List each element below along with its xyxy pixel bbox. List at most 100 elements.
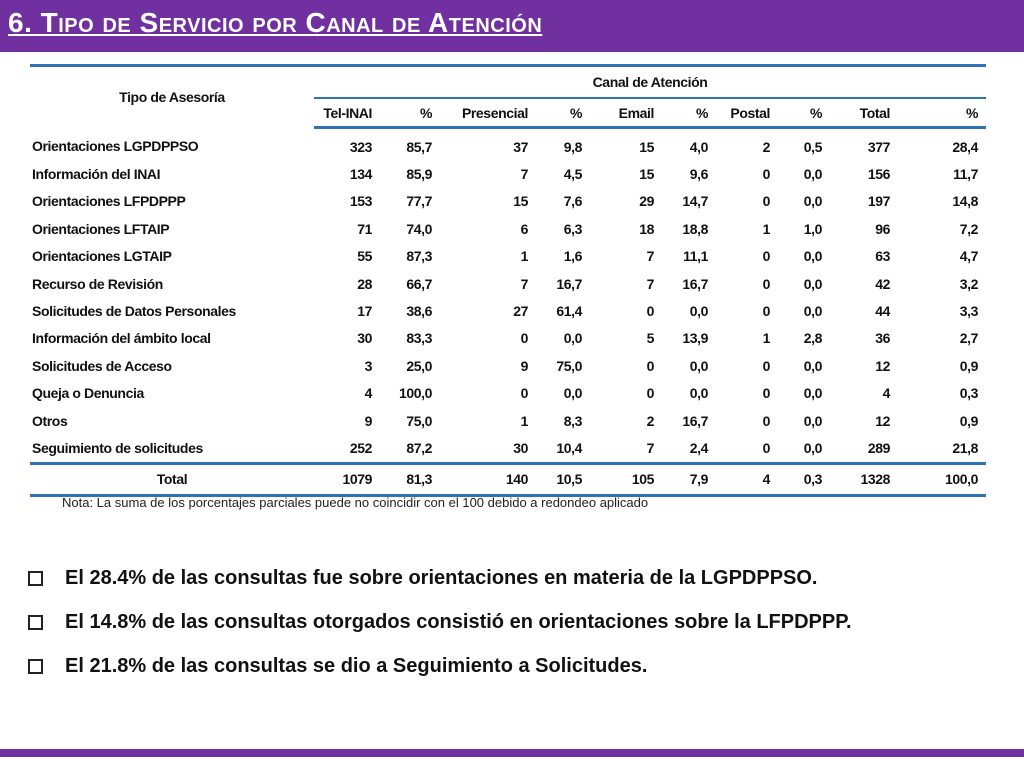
table-row: Orientaciones LFPDPPP 153 77,7 15 7,6 29 14,7 0… bbox=[30, 188, 986, 215]
table-cell: 7 bbox=[646, 439, 655, 456]
table-cell: 18,8 bbox=[682, 220, 708, 237]
table-cell: 4 bbox=[882, 385, 891, 402]
row-label: Solicitudes de Acceso bbox=[32, 357, 172, 374]
table-cell: 7,2 bbox=[959, 220, 979, 237]
total-cell: 7,9 bbox=[662, 461, 716, 497]
table-row: Información del ámbito local 30 83,3 0 0,0 5 1… bbox=[30, 325, 986, 352]
table-cell: 0 bbox=[520, 330, 529, 347]
table-cell: 16,7 bbox=[682, 275, 708, 292]
table-cell: 9,8 bbox=[563, 138, 583, 155]
table-cell: 0,0 bbox=[803, 275, 823, 292]
table-cell: 0,3 bbox=[959, 385, 979, 402]
table-cell: 83,3 bbox=[406, 330, 432, 347]
table-cell: 1,6 bbox=[563, 248, 583, 265]
table-cell: 2,4 bbox=[689, 439, 709, 456]
column-header: % bbox=[380, 98, 440, 129]
table-cell: 134 bbox=[349, 166, 373, 183]
table-cell: 61,4 bbox=[556, 303, 582, 320]
table-cell: 1 bbox=[520, 412, 529, 429]
table-footnote: Nota: La suma de los porcentajes parcial… bbox=[62, 495, 649, 510]
table-cell: 0 bbox=[646, 303, 655, 320]
total-row: Total 1079 81,3 140 10,5 105 7,9 4 0,3 1328 100,0 bbox=[30, 461, 986, 497]
table-row: Solicitudes de Acceso 3 25,0 9 75,0 0 0,0 0 0,0 1… bbox=[30, 352, 986, 379]
table-cell: 30 bbox=[513, 439, 528, 456]
table-cell: 1 bbox=[762, 220, 771, 237]
table-cell: 2,7 bbox=[959, 330, 979, 347]
table-cell: 30 bbox=[357, 330, 372, 347]
table-cell: 2 bbox=[762, 138, 771, 155]
total-cell: 105 bbox=[590, 461, 662, 497]
checkbox-bullet-icon bbox=[28, 570, 43, 586]
service-table-container: Tipo de Asesoría Canal de Atención Tel-I… bbox=[30, 64, 986, 497]
table-cell: 0,0 bbox=[803, 303, 823, 320]
table-cell: 6 bbox=[520, 220, 529, 237]
table-cell: 74,0 bbox=[406, 220, 432, 237]
column-header: % bbox=[662, 98, 716, 129]
table-cell: 9 bbox=[520, 357, 529, 374]
title-bar: 6. Tipo de Servicio por Canal de Atenció… bbox=[0, 0, 1024, 52]
table-cell: 0 bbox=[762, 248, 771, 265]
total-label: Total bbox=[30, 461, 314, 497]
table-cell: 0 bbox=[762, 303, 771, 320]
bullet-text: El 21.8% de las consultas se dio a Segui… bbox=[65, 654, 648, 677]
column-header: Presencial bbox=[440, 98, 536, 129]
table-cell: 96 bbox=[875, 220, 890, 237]
table-cell: 0,9 bbox=[959, 412, 979, 429]
table-cell: 17 bbox=[357, 303, 372, 320]
table-row: Queja o Denuncia 4 100,0 0 0,0 0 0,0 0 0,0 4 0,3 bbox=[30, 380, 986, 407]
row-label: Solicitudes de Datos Personales bbox=[32, 303, 236, 320]
table-cell: 85,9 bbox=[406, 166, 432, 183]
column-header: % bbox=[536, 98, 590, 129]
checkbox-bullet-icon bbox=[28, 658, 43, 674]
table-cell: 55 bbox=[357, 248, 372, 265]
table-cell: 0,0 bbox=[689, 303, 709, 320]
table-cell: 29 bbox=[639, 193, 654, 210]
table-cell: 14,8 bbox=[952, 193, 978, 210]
service-by-channel-table: Tipo de Asesoría Canal de Atención Tel-I… bbox=[30, 64, 986, 497]
table-cell: 0 bbox=[762, 166, 771, 183]
bullet-text: El 28.4% de las consultas fue sobre orie… bbox=[65, 566, 818, 589]
table-cell: 1 bbox=[520, 248, 529, 265]
table-cell: 289 bbox=[867, 439, 891, 456]
table-cell: 3,2 bbox=[959, 275, 979, 292]
table-cell: 11,7 bbox=[953, 166, 978, 183]
table-cell: 0,0 bbox=[803, 412, 823, 429]
table-cell: 4,5 bbox=[563, 166, 583, 183]
table-cell: 0,0 bbox=[689, 385, 709, 402]
table-cell: 0 bbox=[762, 412, 771, 429]
total-cell: 0,3 bbox=[778, 461, 830, 497]
row-label: Información del INAI bbox=[32, 166, 161, 183]
table-cell: 0,0 bbox=[803, 439, 823, 456]
table-cell: 10,4 bbox=[556, 439, 582, 456]
table-cell: 37 bbox=[513, 138, 528, 155]
table-cell: 1,0 bbox=[803, 220, 823, 237]
table-cell: 3,3 bbox=[959, 303, 979, 320]
table-cell: 15 bbox=[639, 166, 654, 183]
table-cell: 7 bbox=[646, 248, 655, 265]
table-cell: 0,0 bbox=[803, 248, 823, 265]
table-cell: 0,9 bbox=[959, 357, 979, 374]
table-cell: 75,0 bbox=[556, 357, 582, 374]
table-cell: 153 bbox=[349, 193, 373, 210]
bullet-list: El 28.4% de las consultas fue sobre orie… bbox=[24, 556, 1014, 688]
table-cell: 5 bbox=[646, 330, 655, 347]
table-cell: 16,7 bbox=[682, 412, 708, 429]
table-cell: 12 bbox=[875, 357, 890, 374]
column-header: Total bbox=[830, 98, 898, 129]
group-header-canal: Canal de Atención bbox=[314, 64, 986, 99]
table-row: Recurso de Revisión 28 66,7 7 16,7 7 16,7 0 0,0 4… bbox=[30, 270, 986, 297]
row-label: Recurso de Revisión bbox=[32, 275, 163, 292]
table-cell: 9,6 bbox=[689, 166, 709, 183]
header-row-group: Tipo de Asesoría Canal de Atención bbox=[30, 64, 986, 128]
column-header: Tel-INAI bbox=[314, 98, 380, 129]
table-row: Solicitudes de Datos Personales 17 38,6 27 6… bbox=[30, 297, 986, 324]
table-cell: 28,4 bbox=[952, 138, 978, 155]
table-cell: 7 bbox=[520, 275, 529, 292]
table-cell: 0 bbox=[646, 385, 655, 402]
column-header: % bbox=[898, 98, 986, 129]
column-header: Email bbox=[590, 98, 662, 129]
header-row-columns: Tel-INAI% Presencial% Email% Postal% Total% bbox=[30, 98, 986, 129]
table-cell: 87,2 bbox=[406, 439, 432, 456]
table-cell: 323 bbox=[349, 138, 373, 155]
total-cell: 1328 bbox=[830, 461, 898, 497]
